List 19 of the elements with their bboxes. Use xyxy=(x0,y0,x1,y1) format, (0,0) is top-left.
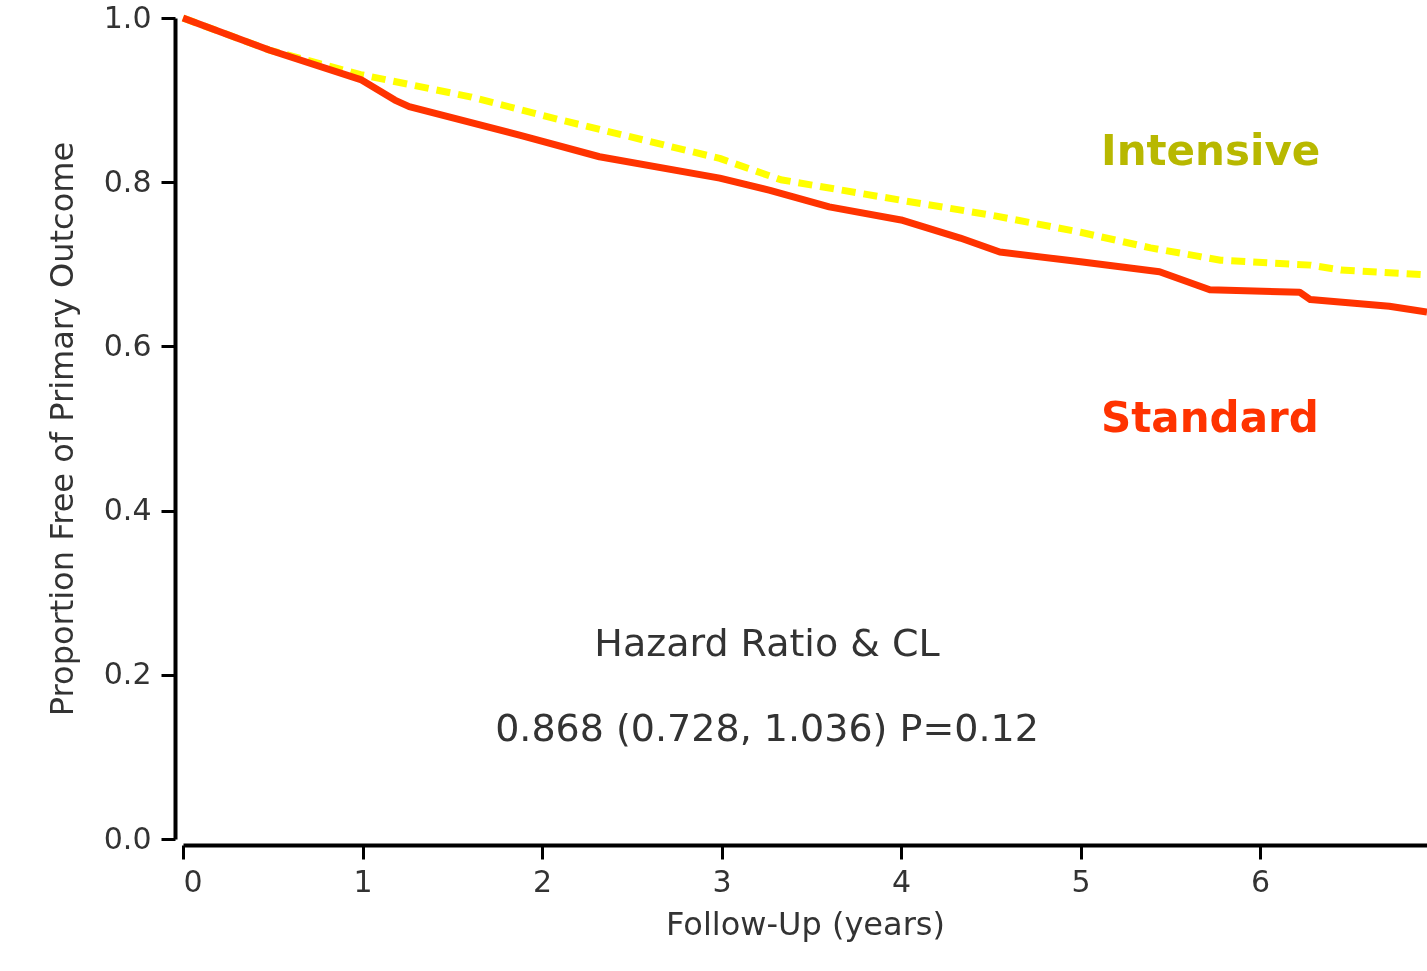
y-tick-label: 0.6 xyxy=(103,327,152,363)
text: Standard xyxy=(1101,392,1319,442)
x-axis-title: Follow-Up (years) xyxy=(666,904,945,943)
series-label: Intensive xyxy=(1101,125,1321,175)
annotation: 0.868 (0.728, 1.036) P=0.12 xyxy=(495,706,1039,750)
y-axis-title: Proportion Free of Primary Outcome xyxy=(42,141,81,717)
x-tick-label: 2 xyxy=(532,863,553,899)
x-tick-label: 0 xyxy=(183,863,203,899)
y-tick-label: 0.0 xyxy=(103,820,152,856)
y-tick-label: 0.4 xyxy=(103,492,152,528)
y-tick-label: 0.8 xyxy=(103,163,152,199)
x-tick-label: 1 xyxy=(353,863,373,899)
x-tick-label: 6 xyxy=(1251,863,1271,899)
x-tick-label: 5 xyxy=(1071,863,1091,899)
y-tick-label: 0.2 xyxy=(103,656,152,692)
x-tick-label: 4 xyxy=(891,863,912,899)
x-tick-label: 3 xyxy=(712,863,732,899)
y-tick-label: 1.0 xyxy=(103,0,152,35)
annotation: Hazard Ratio & CL xyxy=(594,621,940,665)
